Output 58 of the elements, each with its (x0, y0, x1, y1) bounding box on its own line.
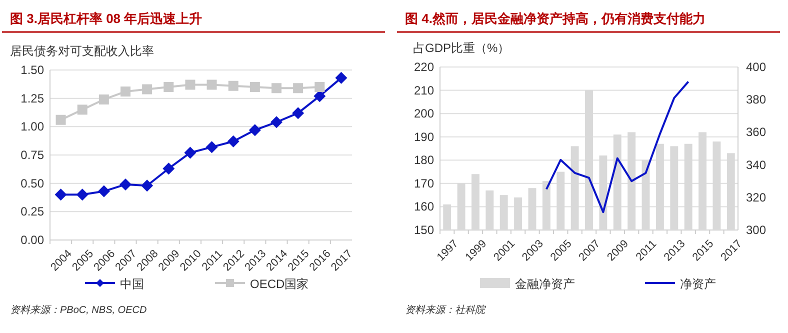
point (292, 107, 304, 120)
legend-label: 净资产 (680, 277, 716, 291)
y-tick-label: 170 (414, 176, 434, 190)
point (98, 185, 110, 198)
y-tick-label: 190 (414, 130, 434, 144)
y-tick-label: 0.00 (20, 233, 44, 247)
y2-tick-label: 400 (746, 60, 766, 74)
y2-tick-label: 380 (746, 92, 766, 107)
y-tick-label: 200 (414, 106, 434, 121)
point (293, 83, 304, 94)
point (250, 82, 260, 92)
text: 资料来源：社科院 (405, 304, 487, 316)
point (98, 94, 109, 104)
point (77, 104, 88, 115)
y-tick-label: 160 (414, 200, 434, 214)
point (162, 162, 175, 175)
y-tick-label: 220 (414, 60, 434, 74)
point (164, 82, 174, 92)
point (184, 146, 196, 159)
y-tick-label: 0.50 (20, 176, 44, 190)
point (185, 80, 196, 90)
y-tick-label: 1.25 (20, 91, 44, 106)
point (314, 82, 325, 92)
point (76, 188, 88, 201)
y-tick-label: 1.50 (20, 63, 44, 77)
point (141, 180, 154, 192)
point (335, 72, 348, 84)
y2-tick-label: 360 (746, 125, 766, 140)
y-tick-label: 0.75 (20, 148, 44, 162)
y-tick-label: 150 (414, 223, 434, 237)
legend-label: 金融净资产 (515, 277, 575, 291)
chart-title: 图 3.居民杠杆率 08 年后迅速上升 (10, 11, 202, 26)
point (206, 141, 218, 154)
text: 资料来源：PBoC, NBS, OECD (10, 304, 147, 316)
line-series (545, 80, 690, 214)
legend-label: OECD国家 (250, 277, 309, 291)
y-tick-label: 1.00 (20, 120, 44, 134)
legend-label: 中国 (120, 277, 144, 291)
point (228, 80, 238, 91)
point (54, 188, 67, 201)
point (120, 178, 132, 190)
point (272, 83, 282, 94)
y2-tick-label: 300 (746, 223, 766, 237)
y-axis-title: 占GDP比重（%） (413, 41, 510, 55)
y2-tick-label: 320 (746, 190, 766, 204)
point (120, 86, 130, 97)
point (142, 84, 152, 94)
y2-tick-label: 340 (746, 158, 766, 172)
point (248, 124, 261, 136)
y-tick-label: 180 (414, 153, 434, 168)
y-axis-title: 居民债务对可支配收入比率 (10, 44, 154, 58)
point (206, 80, 217, 90)
point (270, 116, 282, 128)
point (227, 135, 240, 148)
y-tick-label: 210 (414, 83, 434, 98)
y-tick-label: 0.25 (20, 204, 44, 219)
chart-title: 图 4.然而，居民金融净资产持高，仍有消费支付能力 (405, 11, 706, 26)
point (56, 114, 66, 125)
